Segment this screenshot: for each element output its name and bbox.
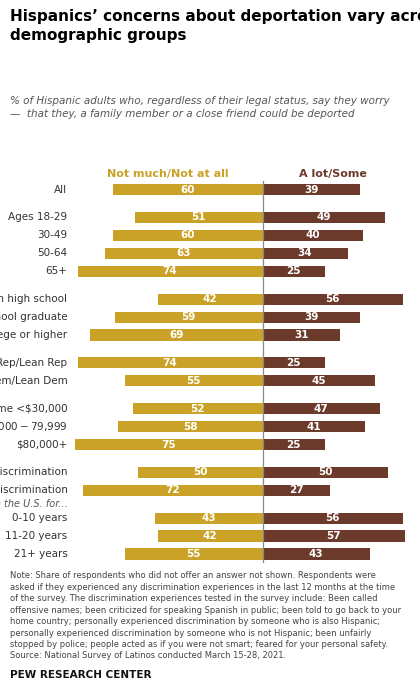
Text: 51: 51 (192, 213, 206, 222)
Text: Foreign-born Latinos who have lived in the U.S. for...: Foreign-born Latinos who have lived in t… (0, 499, 68, 509)
Bar (262, 248, 347, 259)
Bar (82, 484, 262, 496)
Text: 58: 58 (183, 422, 197, 432)
Bar (262, 230, 362, 241)
Text: 30-49: 30-49 (37, 231, 68, 240)
Bar (105, 248, 262, 259)
Bar (262, 403, 380, 414)
Text: $30,000-$79,999: $30,000-$79,999 (0, 420, 68, 433)
Text: 34: 34 (298, 248, 312, 259)
Bar (262, 184, 360, 195)
Text: 42: 42 (203, 294, 217, 304)
Text: Note: Share of respondents who did not offer an answer not shown. Respondents we: Note: Share of respondents who did not o… (10, 571, 402, 660)
Text: 75: 75 (161, 439, 176, 450)
Bar (125, 375, 262, 386)
Text: 27: 27 (289, 485, 304, 496)
Text: Hispanics’ concerns about deportation vary across
demographic groups: Hispanics’ concerns about deportation va… (10, 9, 420, 42)
Text: 49: 49 (317, 213, 331, 222)
Text: 41: 41 (307, 422, 321, 432)
Text: Rep/Lean Rep: Rep/Lean Rep (0, 358, 68, 368)
Bar (262, 311, 360, 322)
Bar (75, 439, 262, 450)
Text: 21+ years: 21+ years (13, 549, 68, 559)
Text: 74: 74 (163, 266, 177, 277)
Bar (262, 467, 388, 478)
Bar (135, 212, 262, 223)
Text: 50: 50 (193, 467, 207, 477)
Text: 55: 55 (186, 549, 201, 559)
Text: 55: 55 (186, 376, 201, 386)
Bar (113, 230, 262, 241)
Text: 50-64: 50-64 (37, 248, 68, 259)
Text: 39: 39 (304, 185, 318, 195)
Text: $80,000+: $80,000+ (16, 439, 68, 450)
Bar (262, 439, 325, 450)
Text: 65+: 65+ (46, 266, 68, 277)
Bar (158, 530, 262, 541)
Bar (113, 184, 262, 195)
Text: 25: 25 (286, 439, 301, 450)
Text: 25: 25 (286, 358, 301, 368)
Text: % of Hispanic adults who, regardless of their legal status, say they worry
—  th: % of Hispanic adults who, regardless of … (10, 96, 390, 119)
Text: Experienced discrimination: Experienced discrimination (0, 467, 68, 477)
Bar (78, 265, 262, 277)
Text: High school graduate: High school graduate (0, 312, 68, 322)
Text: A lot/Some: A lot/Some (299, 168, 366, 179)
Bar (115, 311, 262, 322)
Text: 63: 63 (176, 248, 191, 259)
Text: Not much/Not at all: Not much/Not at all (107, 168, 228, 179)
Text: 59: 59 (181, 312, 196, 322)
Bar (262, 421, 365, 432)
Text: 0-10 years: 0-10 years (12, 513, 68, 523)
Text: 56: 56 (325, 294, 340, 304)
Bar (78, 357, 262, 368)
Text: 39: 39 (304, 312, 318, 322)
Text: 56: 56 (325, 513, 340, 523)
Text: All: All (54, 185, 68, 195)
Text: 60: 60 (180, 231, 195, 240)
Bar (262, 512, 402, 523)
Text: 50: 50 (318, 467, 332, 477)
Bar (90, 329, 262, 341)
Text: 45: 45 (312, 376, 326, 386)
Text: 43: 43 (309, 549, 323, 559)
Text: 40: 40 (305, 231, 320, 240)
Bar (137, 467, 262, 478)
Text: PEW RESEARCH CENTER: PEW RESEARCH CENTER (10, 670, 152, 680)
Text: 47: 47 (314, 404, 328, 414)
Bar (262, 548, 370, 559)
Bar (262, 329, 340, 341)
Text: 43: 43 (202, 513, 216, 523)
Bar (158, 293, 262, 304)
Bar (262, 212, 385, 223)
Bar (118, 421, 262, 432)
Text: 52: 52 (190, 404, 205, 414)
Text: 60: 60 (180, 185, 195, 195)
Text: 42: 42 (203, 531, 217, 541)
Text: Dem/Lean Dem: Dem/Lean Dem (0, 376, 68, 386)
Bar (262, 293, 402, 304)
Text: 25: 25 (286, 266, 301, 277)
Bar (262, 375, 375, 386)
Text: 31: 31 (294, 330, 309, 340)
Bar (125, 548, 262, 559)
Text: Ages 18-29: Ages 18-29 (8, 213, 68, 222)
Bar (155, 512, 262, 523)
Text: 11-20 years: 11-20 years (5, 531, 68, 541)
Text: Less than high school: Less than high school (0, 294, 68, 304)
Bar (262, 265, 325, 277)
Text: 72: 72 (165, 485, 180, 496)
Bar (262, 530, 405, 541)
Text: Family income <$30,000: Family income <$30,000 (0, 404, 68, 414)
Text: 74: 74 (163, 358, 177, 368)
Text: 69: 69 (169, 330, 184, 340)
Bar (262, 357, 325, 368)
Bar (132, 403, 262, 414)
Text: Some college or higher: Some college or higher (0, 330, 68, 340)
Bar (262, 484, 330, 496)
Text: Did not experience discrimination: Did not experience discrimination (0, 485, 68, 496)
Text: 57: 57 (326, 531, 341, 541)
